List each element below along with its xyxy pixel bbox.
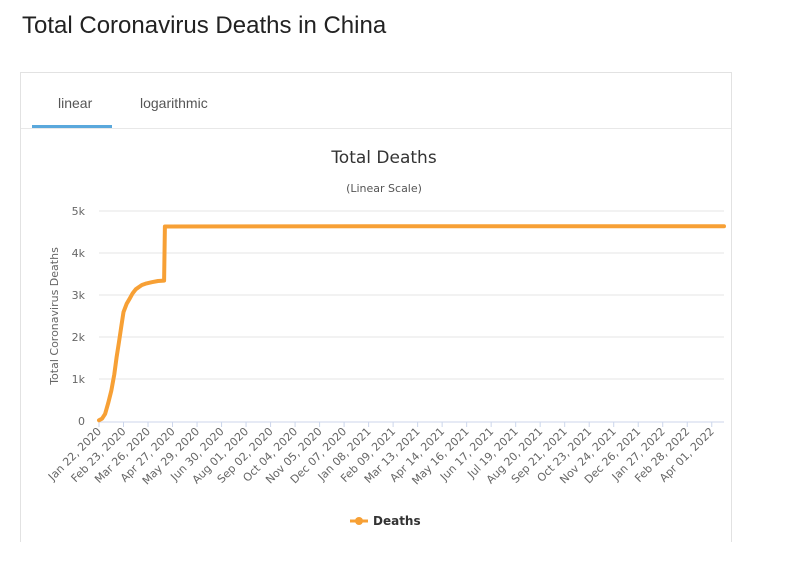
legend-swatch-dot bbox=[355, 517, 363, 525]
tab-logarithmic[interactable]: logarithmic bbox=[140, 95, 208, 111]
y-tick-label: 4k bbox=[72, 247, 86, 260]
y-tick-label: 5k bbox=[72, 205, 86, 218]
chart-subtitle: (Linear Scale) bbox=[346, 182, 422, 195]
y-axis-ticks: 0 1k 2k 3k 4k 5k bbox=[72, 205, 86, 428]
series-group bbox=[97, 224, 726, 423]
series-line-deaths[interactable] bbox=[97, 224, 726, 423]
active-tab-indicator bbox=[32, 125, 112, 128]
y-tick-label: 0 bbox=[78, 415, 85, 428]
grid-lines bbox=[99, 210, 724, 380]
page-title: Total Coronavirus Deaths in China bbox=[22, 12, 387, 39]
chart-card: linear logarithmic bbox=[20, 72, 732, 542]
chart-title: Total Deaths bbox=[330, 148, 437, 168]
legend[interactable]: Deaths bbox=[350, 514, 421, 528]
tab-linear[interactable]: linear bbox=[58, 95, 93, 111]
y-tick-label: 3k bbox=[72, 289, 86, 302]
scale-tabs: linear logarithmic bbox=[21, 73, 731, 129]
y-tick-label: 2k bbox=[72, 331, 86, 344]
legend-label-deaths: Deaths bbox=[373, 514, 421, 528]
y-axis-label: Total Coronavirus Deaths bbox=[48, 247, 61, 386]
y-tick-label: 1k bbox=[72, 373, 86, 386]
